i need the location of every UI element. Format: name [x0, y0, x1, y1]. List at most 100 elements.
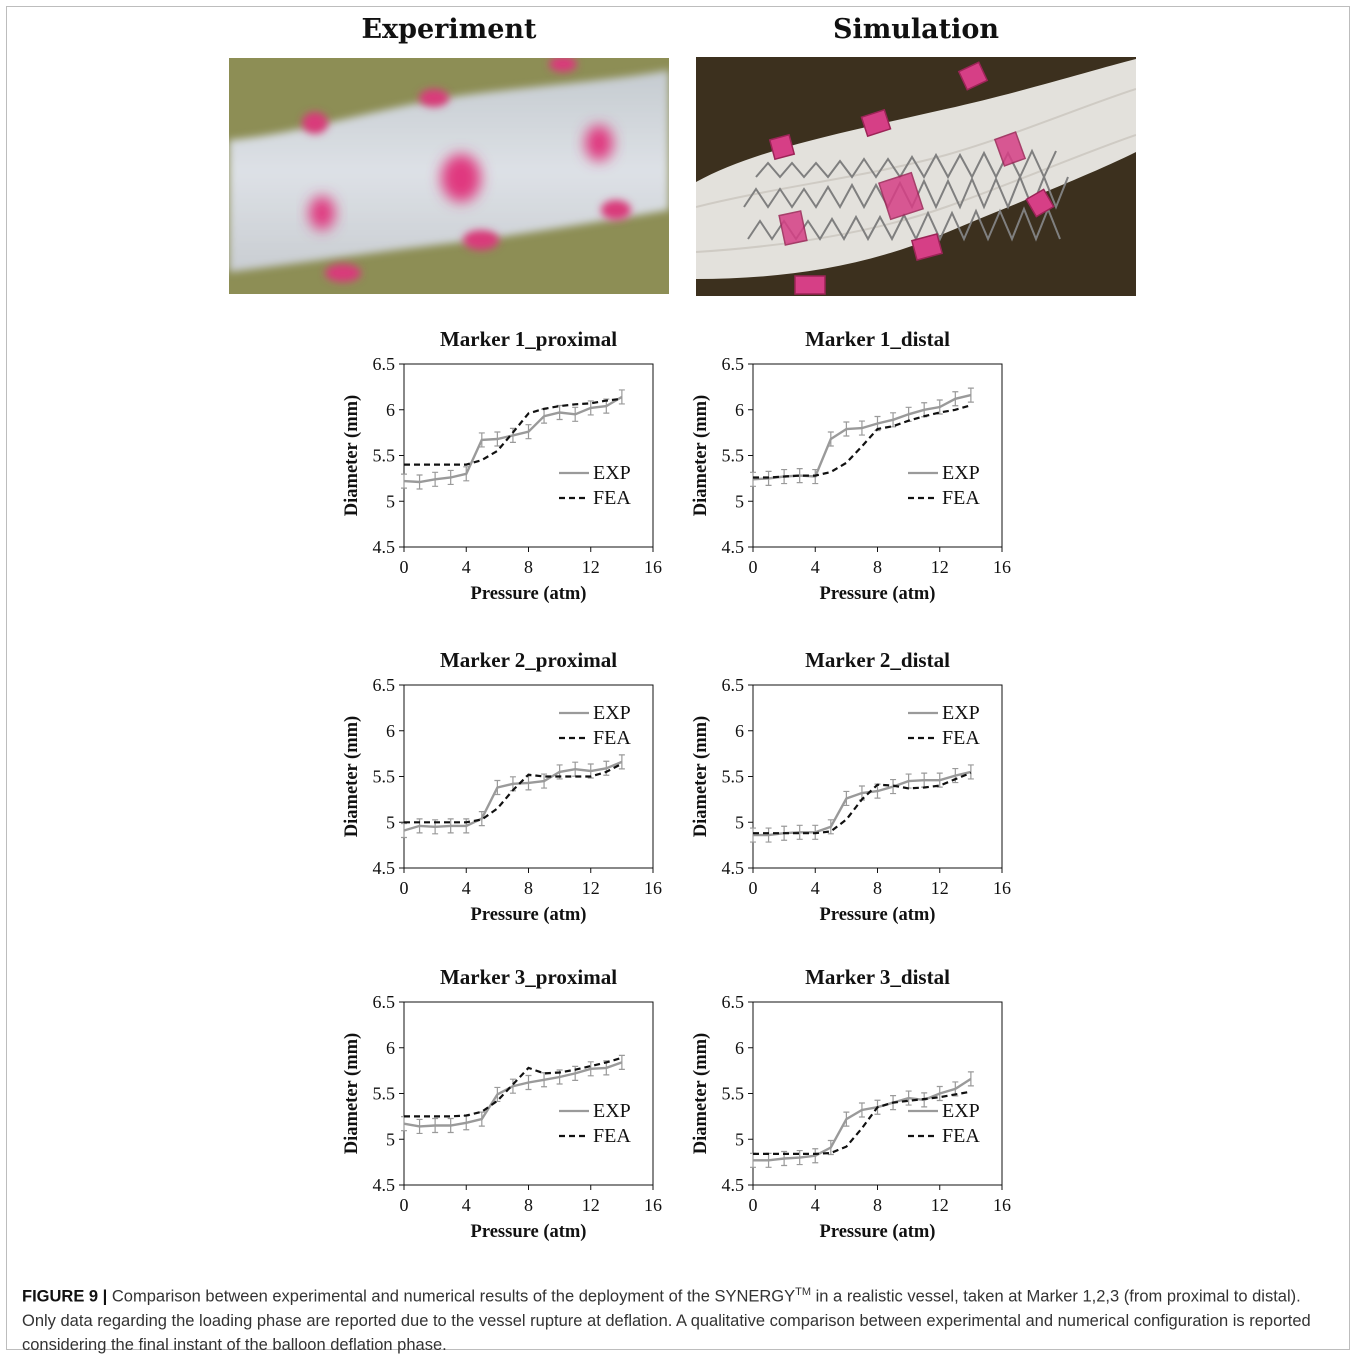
series-line-fea	[404, 397, 623, 466]
y-tick-label: 5.5	[373, 446, 396, 466]
error-bar	[401, 822, 407, 839]
y-axis-label: Diameter (mm)	[342, 1033, 362, 1154]
y-axis-label: Diameter (mm)	[691, 716, 711, 837]
y-tick-label: 6	[386, 400, 395, 420]
error-bar	[812, 1148, 819, 1164]
x-tick-label: 16	[993, 1195, 1011, 1215]
caption-label: FIGURE 9 |	[22, 1287, 108, 1306]
x-tick-label: 12	[931, 557, 949, 577]
error-bar	[843, 790, 850, 807]
y-tick-label: 5.5	[722, 767, 745, 787]
x-tick-label: 8	[873, 557, 882, 577]
error-bar	[843, 421, 850, 437]
error-bar	[750, 827, 756, 843]
legend-label-exp: EXP	[942, 462, 980, 484]
series-line-fea	[404, 762, 623, 824]
y-tick-label: 5	[386, 491, 395, 511]
x-tick-label: 0	[400, 878, 409, 898]
x-tick-label: 12	[582, 878, 600, 898]
legend-label-exp: EXP	[593, 702, 631, 724]
error-bar	[478, 1111, 485, 1127]
chart-marker-2-distal: Marker 2_distal 4.5 5 5.5 6 6.5 0 4 8 12 16 Pressur…	[691, 648, 1011, 925]
y-axis-label: Diameter (mm)	[342, 716, 362, 837]
x-tick-label: 4	[462, 557, 471, 577]
legend-label-fea: FEA	[593, 487, 631, 509]
y-tick-label: 5	[735, 491, 744, 511]
y-tick-label: 4.5	[722, 858, 745, 878]
x-tick-label: 8	[873, 878, 882, 898]
error-bar	[967, 387, 974, 403]
experiment-photo	[229, 58, 669, 294]
error-bar	[447, 818, 454, 834]
chart-marker-1-distal: Marker 1_distal 4.5 5 5.5 6 6.5 0 4 8 12 16 Pressur…	[691, 327, 1011, 604]
x-axis-label: Pressure (atm)	[471, 1222, 587, 1242]
error-bar	[416, 1118, 423, 1135]
series-line-exp	[753, 770, 972, 837]
y-tick-label: 5	[386, 812, 395, 832]
error-bar	[936, 1085, 943, 1102]
y-tick-label: 4.5	[373, 537, 396, 557]
x-tick-label: 12	[582, 557, 600, 577]
error-bar	[541, 773, 548, 789]
experiment-title: Experiment	[361, 14, 537, 45]
error-bar	[827, 1139, 834, 1156]
figure-caption: FIGURE 9 | Comparison between experiment…	[22, 1280, 1322, 1357]
x-axis-label: Pressure (atm)	[471, 584, 587, 604]
chart-title: Marker 1_proximal	[440, 327, 617, 351]
error-bar	[463, 466, 470, 482]
x-tick-label: 0	[400, 1195, 409, 1215]
error-bar	[890, 412, 897, 428]
caption-text: Comparison between experimental and nume…	[107, 1287, 796, 1306]
error-bar	[572, 406, 579, 422]
chart-title: Marker 2_proximal	[440, 648, 617, 672]
x-tick-label: 16	[644, 878, 662, 898]
error-bar	[796, 824, 803, 840]
error-bar	[827, 431, 834, 447]
x-tick-label: 8	[524, 878, 533, 898]
chart-title: Marker 1_distal	[805, 327, 950, 351]
error-bar	[796, 468, 803, 484]
y-tick-label: 5.5	[373, 1084, 396, 1104]
legend-label-exp: EXP	[942, 1100, 980, 1122]
error-bar	[827, 819, 834, 835]
caption-text-cont: in a realistic vessel, taken at Marker 1…	[22, 1287, 1311, 1354]
error-bar	[478, 432, 485, 448]
series-line-fea	[404, 1056, 623, 1118]
x-tick-label: 8	[873, 1195, 882, 1215]
x-axis-label: Pressure (atm)	[820, 584, 936, 604]
error-bar	[905, 1090, 912, 1106]
x-tick-label: 12	[582, 1195, 600, 1215]
x-tick-label: 4	[811, 557, 820, 577]
error-bar	[432, 471, 439, 487]
y-tick-label: 6.5	[722, 992, 745, 1012]
x-axis-label: Pressure (atm)	[820, 1222, 936, 1242]
legend-label-fea: FEA	[593, 727, 631, 749]
y-tick-label: 4.5	[373, 858, 396, 878]
x-tick-label: 8	[524, 1195, 533, 1215]
plot-area	[403, 363, 654, 548]
legend-label-exp: EXP	[593, 462, 631, 484]
y-axis-label: Diameter (mm)	[691, 1033, 711, 1154]
plot-area	[403, 1001, 654, 1186]
error-bar	[618, 389, 625, 405]
error-bar	[796, 1149, 803, 1166]
x-tick-label: 4	[811, 878, 820, 898]
legend-label-exp: EXP	[942, 702, 980, 724]
error-bar	[858, 420, 865, 436]
error-bar	[967, 764, 974, 780]
y-tick-label: 5	[735, 812, 744, 832]
y-tick-label: 5	[735, 1129, 744, 1149]
x-tick-label: 4	[811, 1195, 820, 1215]
y-tick-label: 6	[735, 1038, 744, 1058]
chart-title: Marker 2_distal	[805, 648, 950, 672]
error-bar	[494, 431, 501, 447]
series-line-fea	[753, 771, 972, 835]
legend-label-fea: FEA	[942, 1125, 980, 1147]
plot-area	[752, 363, 1003, 548]
error-bar	[478, 810, 485, 827]
series-line-exp	[752, 393, 972, 481]
x-tick-label: 4	[462, 1195, 471, 1215]
chart-marker-3-distal: Marker 3_distal 4.5 5 5.5 6 6.5 0 4 8 12 16 Pressur…	[691, 965, 1011, 1242]
legend-label-fea: FEA	[942, 727, 980, 749]
error-bar	[525, 424, 532, 440]
